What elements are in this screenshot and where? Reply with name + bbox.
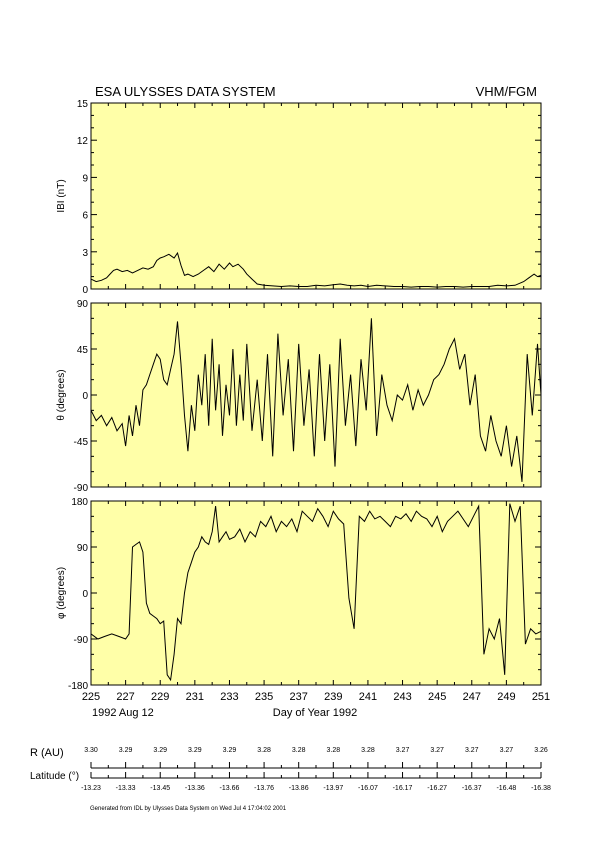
- lat-value: -16.07: [358, 785, 378, 792]
- panel-2: -180 -90 0 90 180 φ (degrees): [56, 497, 542, 692]
- r-value: 3.27: [500, 747, 514, 754]
- r-value: 3.28: [361, 747, 375, 754]
- x-tick-label: 243: [393, 691, 411, 703]
- y-tick-label: 180: [71, 497, 88, 508]
- generated-note: Generated from IDL by Ulysses Data Syste…: [90, 806, 287, 812]
- date-label: 1992 Aug 12: [92, 707, 154, 719]
- y-tick-label: 45: [77, 345, 89, 356]
- latitude-label: Latitude (°): [30, 771, 79, 782]
- x-tick-label: 231: [186, 691, 204, 703]
- r-value: 3.29: [223, 747, 237, 754]
- x-axis-label: Day of Year 1992: [273, 707, 357, 719]
- x-tick-label: 241: [359, 691, 377, 703]
- r-value: 3.28: [257, 747, 271, 754]
- y-tick-label: 0: [82, 391, 88, 402]
- y-axis-label: IBI (nT): [56, 179, 67, 212]
- y-tick-label: 6: [82, 211, 88, 222]
- lat-value: -13.97: [323, 785, 343, 792]
- instrument-label: VHM/FGM: [476, 84, 537, 99]
- panel-1: -90 -45 0 45 90 θ (degrees): [56, 299, 542, 494]
- y-tick-label: 3: [82, 248, 88, 259]
- y-tick-label: 15: [77, 99, 89, 110]
- y-tick-label: 90: [77, 543, 89, 554]
- series-line: [90, 251, 542, 288]
- lat-value: -13.33: [116, 785, 136, 792]
- r-value: 3.26: [534, 747, 548, 754]
- lat-value: -16.17: [393, 785, 413, 792]
- y-tick-label: 0: [82, 589, 88, 600]
- x-tick-label: 245: [428, 691, 446, 703]
- y-tick-label: 90: [77, 299, 89, 310]
- r-au-label: R (AU): [30, 747, 64, 759]
- x-tick-label: 227: [116, 691, 134, 703]
- y-axis-label: φ (degrees): [56, 567, 67, 619]
- lat-value: -13.86: [289, 785, 309, 792]
- series-line: [90, 318, 542, 482]
- panel-frame: [90, 302, 542, 488]
- lat-value: -16.38: [531, 785, 551, 792]
- y-tick-label: 0: [82, 285, 88, 296]
- lat-value: -13.76: [254, 785, 274, 792]
- r-value: 3.29: [153, 747, 167, 754]
- x-tick-label: 239: [324, 691, 342, 703]
- lat-value: -13.23: [81, 785, 101, 792]
- panel-frame: [90, 500, 542, 686]
- x-tick-label: 249: [497, 691, 515, 703]
- y-axis-label: θ (degrees): [56, 369, 67, 420]
- y-tick-label: -90: [74, 483, 89, 494]
- y-tick-label: 9: [82, 173, 88, 184]
- x-tick-label: 237: [290, 691, 308, 703]
- r-value: 3.27: [430, 747, 444, 754]
- series-line: [90, 503, 542, 682]
- x-tick-label: 225: [82, 691, 100, 703]
- y-tick-label: -90: [74, 635, 89, 646]
- x-tick-label: 235: [255, 691, 273, 703]
- lat-value: -16.48: [496, 785, 516, 792]
- panel-0: 0 3 6 9 12 15 IBI (nT): [56, 99, 542, 296]
- lat-value: -13.45: [150, 785, 170, 792]
- panel-frame: [90, 102, 542, 290]
- y-tick-label: -180: [68, 681, 88, 692]
- x-tick-label: 233: [220, 691, 238, 703]
- r-value: 3.30: [84, 747, 98, 754]
- lat-value: -13.36: [185, 785, 205, 792]
- lat-value: -16.27: [427, 785, 447, 792]
- x-tick-label: 247: [463, 691, 481, 703]
- r-value: 3.28: [292, 747, 306, 754]
- r-value: 3.29: [188, 747, 202, 754]
- x-tick-label: 229: [151, 691, 169, 703]
- y-tick-label: 12: [77, 136, 89, 147]
- lat-value: -16.37: [462, 785, 482, 792]
- figure-title: ESA ULYSSES DATA SYSTEM: [95, 84, 276, 99]
- r-value: 3.27: [396, 747, 410, 754]
- lat-value: -13.66: [220, 785, 240, 792]
- x-tick-label: 251: [532, 691, 550, 703]
- r-value: 3.29: [119, 747, 133, 754]
- r-value: 3.27: [465, 747, 479, 754]
- y-tick-label: -45: [74, 437, 89, 448]
- r-value: 3.28: [326, 747, 340, 754]
